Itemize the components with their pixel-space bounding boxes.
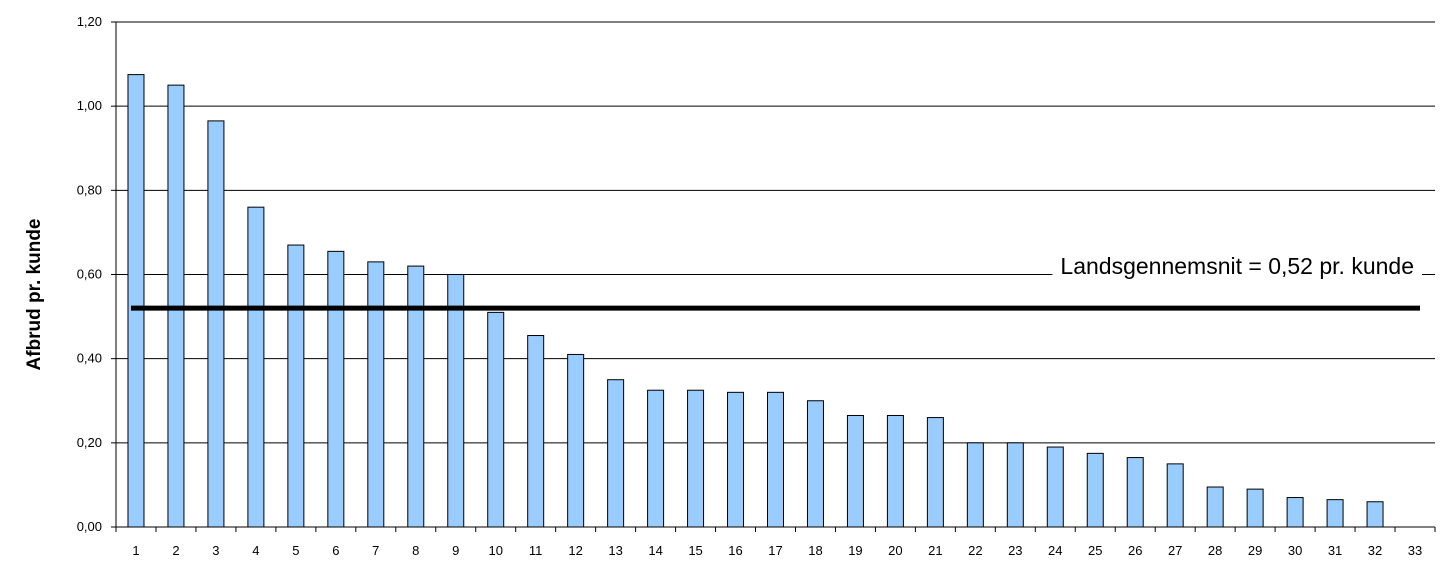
x-tick-label: 29 (1248, 543, 1262, 558)
bar (327, 250, 345, 528)
bar (527, 335, 545, 528)
x-tick-label: 2 (172, 543, 179, 558)
bar (1326, 499, 1344, 528)
bar (1206, 486, 1224, 528)
x-tick-label: 16 (728, 543, 742, 558)
bar (447, 274, 465, 528)
x-tick-label: 21 (928, 543, 942, 558)
x-tick-label: 10 (488, 543, 502, 558)
x-tick-label: 5 (292, 543, 299, 558)
bar (886, 414, 904, 528)
x-tick-label: 3 (212, 543, 219, 558)
x-tick-label: 27 (1168, 543, 1182, 558)
bar (1086, 452, 1104, 528)
bar (1246, 488, 1264, 528)
bar (727, 391, 745, 528)
bar (1006, 442, 1024, 528)
x-tick-label: 18 (808, 543, 822, 558)
y-tick-label: 1,20 (77, 14, 102, 29)
bar (127, 74, 145, 528)
annotation-background (1052, 251, 1422, 281)
bar (607, 379, 625, 528)
x-tick-label: 20 (888, 543, 902, 558)
x-tick-label: 30 (1288, 543, 1302, 558)
x-tick-label: 23 (1008, 543, 1022, 558)
y-tick-label: 0,60 (77, 267, 102, 282)
grid-lines (116, 21, 1435, 444)
y-tick-label: 0,40 (77, 351, 102, 366)
x-tick-label: 17 (768, 543, 782, 558)
x-tick-label: 32 (1368, 543, 1382, 558)
x-tick-label: 24 (1048, 543, 1062, 558)
y-tick-label: 1,00 (77, 98, 102, 113)
x-tick-label: 9 (452, 543, 459, 558)
x-tick-label: 12 (568, 543, 582, 558)
y-tick-label: 0,80 (77, 182, 102, 197)
y-tick-label: 0,20 (77, 435, 102, 450)
x-tick-label: 6 (332, 543, 339, 558)
bar (247, 206, 265, 528)
x-tick-label: 8 (412, 543, 419, 558)
bar (367, 261, 385, 528)
reference-line-label: Landsgennemsnit = 0,52 pr. kunde (1060, 253, 1414, 279)
bar (846, 414, 864, 528)
x-tick-label: 7 (372, 543, 379, 558)
x-tick-label: 26 (1128, 543, 1142, 558)
x-tick-label: 22 (968, 543, 982, 558)
bar (806, 400, 824, 528)
x-tick-label: 11 (529, 543, 543, 558)
bar (487, 311, 505, 528)
x-tick-label: 4 (252, 543, 259, 558)
bar (926, 417, 944, 528)
bar (1126, 457, 1144, 528)
x-tick-label: 1 (132, 543, 139, 558)
bar (647, 389, 665, 528)
bar (1166, 463, 1184, 528)
x-tick-label: 25 (1088, 543, 1102, 558)
bar (407, 265, 425, 528)
x-tick-label: 33 (1408, 543, 1422, 558)
x-tick-labels: 1 2 3 4 5 6 7 8 9 10 11 12 13 14 15 16 17 18 19 20 21 22 23 24 2… (115, 527, 1436, 558)
x-tick-label: 28 (1208, 543, 1222, 558)
bar (1046, 446, 1064, 528)
bar (687, 389, 705, 528)
x-tick-label: 19 (848, 543, 862, 558)
x-tick-label: 15 (688, 543, 702, 558)
bar (966, 442, 984, 528)
bar (207, 120, 225, 528)
y-axis-label: Afbrud pr. kunde (24, 219, 45, 371)
bar (567, 353, 585, 528)
y-tick-labels: 0,00 0,20 0,40 0,60 0,80 1,00 1,20 (77, 14, 116, 534)
bar (1366, 501, 1384, 528)
x-tick-label: 14 (648, 543, 662, 558)
x-tick-label: 31 (1328, 543, 1342, 558)
bar (287, 244, 305, 528)
y-tick-label: 0,00 (77, 519, 102, 534)
bars (127, 74, 1384, 528)
x-tick-label: 13 (608, 543, 622, 558)
bar (1286, 497, 1304, 528)
bar (767, 391, 784, 528)
